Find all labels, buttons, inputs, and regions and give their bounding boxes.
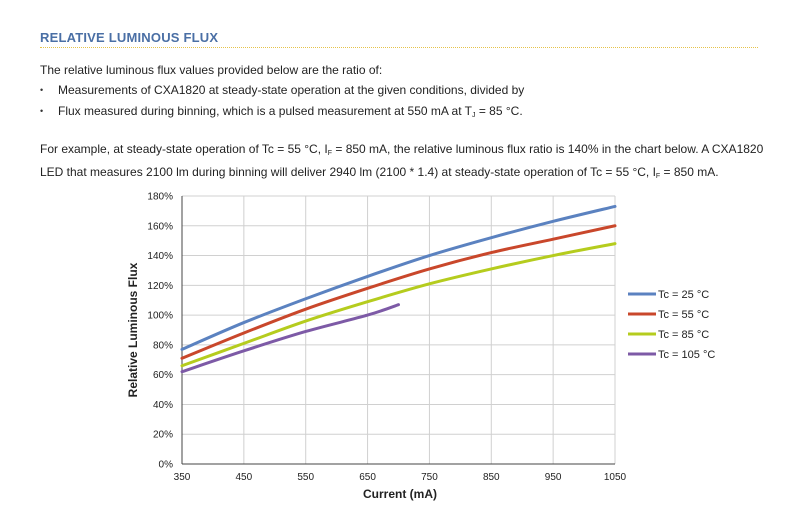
example-paragraph: For example, at steady-state operation o… [40,140,770,186]
bullet-item-measurements: Measurements of CXA1820 at steady-state … [40,83,524,104]
chart-grid [182,195,616,464]
subscript: F [327,150,333,157]
legend-label-tc-55: Tc = 55 °C [658,309,709,321]
bullet-text: = 85 °C. [475,104,523,118]
series-line-tc-25 [180,204,617,351]
subscript: F [655,173,661,180]
x-tick-label: 850 [483,472,500,483]
ratio-bullet-list: Measurements of CXA1820 at steady-state … [40,83,524,125]
y-tick-label: 160% [147,221,173,232]
chart-axes: 0% 20% 40% 60% 80% 100% 120% 140% 160% 180% 350 450… [147,192,626,484]
y-tick-label: 0% [159,460,174,471]
section-divider [40,47,758,48]
chart-series [180,204,617,374]
y-axis-label: Relative Luminous Flux [126,262,140,397]
x-tick-label: 550 [297,472,314,483]
x-tick-label: 750 [421,472,438,483]
chart-legend: Tc = 25 °C Tc = 55 °C Tc = 85 °C Tc = 105 °… [628,289,715,361]
example-text: = 850 mA. [660,165,719,179]
y-tick-label: 120% [147,281,173,292]
y-tick-label: 80% [153,340,173,351]
y-tick-label: 20% [153,430,173,441]
section-title: RELATIVE LUMINOUS FLUX [40,30,219,45]
intro-text: The relative luminous flux values provid… [40,63,383,77]
x-tick-label: 450 [236,472,253,483]
bullet-item-binning: Flux measured during binning, which is a… [40,104,524,125]
y-tick-label: 60% [153,370,173,381]
x-axis-label: Current (mA) [363,487,437,501]
legend-label-tc-105: Tc = 105 °C [658,349,715,361]
x-tick-label: 1050 [604,472,627,483]
subscript: J [472,112,476,119]
bullet-text: Flux measured during binning, which is a… [58,104,472,118]
example-text: = 850 mA, the relative luminous flux rat… [40,142,764,179]
series-line-tc-105 [180,303,400,374]
x-tick-label: 350 [174,472,191,483]
y-tick-label: 100% [147,311,173,322]
series-line-tc-85 [180,242,617,368]
x-tick-label: 650 [359,472,376,483]
legend-label-tc-85: Tc = 85 °C [658,329,709,341]
y-tick-label: 40% [153,400,173,411]
bullet-text: Measurements of CXA1820 at steady-state … [58,83,525,97]
y-tick-label: 140% [147,251,173,262]
series-line-tc-55 [180,224,617,360]
legend-label-tc-25: Tc = 25 °C [658,289,709,301]
example-text: For example, at steady-state operation o… [40,142,328,156]
y-tick-label: 180% [147,192,173,203]
x-tick-label: 950 [545,472,562,483]
